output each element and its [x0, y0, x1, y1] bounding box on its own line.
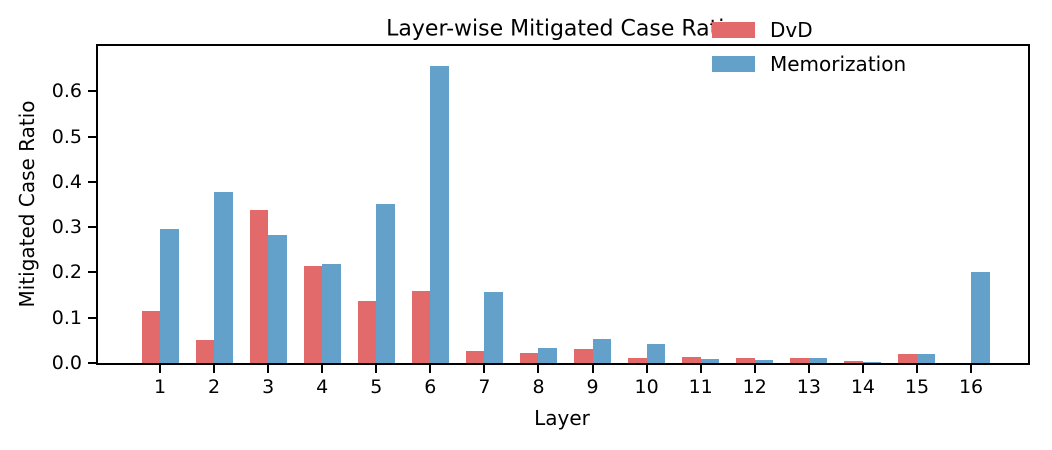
y-tick [88, 226, 96, 229]
bar-memorization-layer-10 [646, 343, 666, 363]
x-tick [375, 365, 378, 373]
y-tick [88, 271, 96, 274]
x-tick-label: 1 [153, 376, 167, 398]
bar-dvd-layer-10 [628, 358, 647, 363]
x-tick-label: 16 [958, 376, 984, 398]
legend-label: Memorization [770, 52, 907, 76]
x-tick [970, 365, 973, 373]
y-tick [88, 362, 96, 364]
legend-row: Memorization [712, 52, 906, 76]
bar-memorization-layer-14 [862, 362, 882, 363]
y-axis-label: Mitigated Case Ratio [15, 100, 39, 308]
x-tick-label: 7 [478, 376, 491, 398]
x-axis-label: Layer [534, 406, 590, 430]
bar-dvd-layer-1 [141, 310, 160, 363]
x-tick-label: 8 [532, 376, 545, 398]
legend-swatch-memorization [712, 56, 755, 72]
x-tick-label: 15 [904, 376, 930, 398]
x-tick-label: 13 [796, 376, 821, 398]
x-tick-label: 9 [586, 376, 599, 398]
x-tick [591, 365, 594, 373]
bar-memorization-layer-15 [916, 353, 936, 363]
y-tick-label: 0.4 [51, 170, 82, 193]
x-tick-label: 11 [688, 376, 713, 398]
x-tick-label: 14 [850, 376, 875, 398]
bar-dvd-layer-4 [303, 265, 323, 363]
x-tick [915, 365, 918, 373]
x-tick [429, 365, 432, 373]
bar-memorization-layer-13 [808, 358, 828, 363]
bar-memorization-layer-16 [971, 271, 990, 363]
bar-memorization-layer-5 [376, 204, 395, 363]
bar-dvd-layer-11 [682, 357, 701, 363]
x-tick-label: 12 [742, 376, 767, 398]
bar-memorization-layer-2 [214, 191, 233, 363]
x-tick [807, 365, 810, 373]
bar-dvd-layer-5 [357, 300, 377, 363]
bar-memorization-layer-11 [700, 359, 720, 363]
bar-memorization-layer-3 [268, 235, 287, 363]
x-tick [537, 365, 540, 373]
y-tick [88, 316, 96, 319]
bar-dvd-layer-2 [195, 339, 215, 363]
legend-label: DvD [770, 18, 813, 42]
y-tick-label: 0.6 [51, 80, 82, 103]
legend-swatch-dvd [712, 22, 755, 38]
bar-memorization-layer-7 [484, 292, 503, 363]
bar-memorization-layer-1 [160, 229, 179, 363]
x-tick [321, 365, 324, 373]
bar-dvd-layer-7 [465, 351, 485, 363]
bar-dvd-layer-8 [519, 353, 539, 363]
bar-dvd-layer-9 [574, 348, 593, 363]
chart-title: Layer-wise Mitigated Case Ratio [386, 16, 738, 42]
bar-dvd-layer-15 [898, 354, 917, 363]
bar-dvd-layer-13 [790, 357, 809, 363]
y-tick-label: 0.0 [51, 352, 82, 374]
x-tick [483, 365, 486, 373]
bar-memorization-layer-8 [538, 347, 557, 363]
x-tick-label: 3 [262, 376, 275, 398]
x-tick-label: 10 [634, 376, 659, 398]
bar-dvd-layer-14 [844, 361, 863, 363]
y-tick-label: 0.3 [51, 216, 82, 239]
bar-dvd-layer-6 [411, 290, 431, 363]
legend-row: DvD [712, 18, 906, 42]
y-tick [88, 180, 96, 183]
y-tick [88, 135, 96, 138]
x-tick [861, 365, 864, 373]
x-tick [267, 365, 270, 373]
y-tick [88, 90, 96, 93]
plot-area: 0.0 0.1 0.2 0.3 0.4 0.5 0.6 1 2 3 4 5 6 7 8 9 10 11 12 13 14… [52, 44, 1030, 398]
y-tick-label: 0.2 [51, 261, 82, 284]
x-tick [159, 365, 161, 373]
x-tick-label: 2 [208, 376, 221, 398]
bar-memorization-layer-12 [754, 360, 774, 363]
x-tick [753, 365, 756, 373]
x-tick-label: 6 [424, 376, 437, 398]
bar-memorization-layer-4 [322, 264, 341, 363]
bar-memorization-layer-9 [592, 339, 612, 363]
x-tick [645, 365, 648, 373]
bar-memorization-layer-6 [430, 66, 449, 363]
bar-dvd-layer-3 [249, 210, 269, 363]
y-tick-label: 0.1 [51, 306, 82, 329]
x-tick-label: 5 [370, 376, 383, 398]
y-tick-label: 0.5 [51, 125, 82, 148]
x-tick [699, 365, 702, 373]
x-tick-label: 4 [316, 376, 329, 398]
legend: DvD Memorization [712, 18, 906, 86]
x-tick [213, 365, 216, 373]
bar-dvd-layer-12 [736, 358, 755, 363]
